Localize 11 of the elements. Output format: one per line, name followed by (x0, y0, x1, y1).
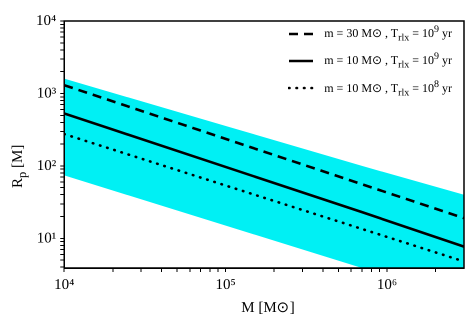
x-tick-label: 10⁴ (54, 276, 74, 293)
y-tick-label: 10³ (36, 85, 57, 102)
legend-label: m = 10 M⊙ , T$_{rlx}$ = 10$^{9}$ yr (324, 50, 452, 73)
x-tick-label: 10⁶ (376, 276, 398, 293)
y-tick-label: 10² (36, 158, 57, 174)
y-tick-label: 10¹ (36, 230, 56, 246)
legend-label: m = 10 M⊙ , T$_{rlx}$ = 10$^{8}$ yr (324, 78, 452, 100)
x-tick-label: 10⁵ (215, 276, 236, 293)
y-tick-label: 10⁴ (36, 12, 56, 29)
legend-label: m = 30 M⊙ , T$_{rlx}$ = 10$^{9}$ yr (324, 23, 452, 46)
x-axis-title: M [M⊙] (240, 299, 296, 317)
